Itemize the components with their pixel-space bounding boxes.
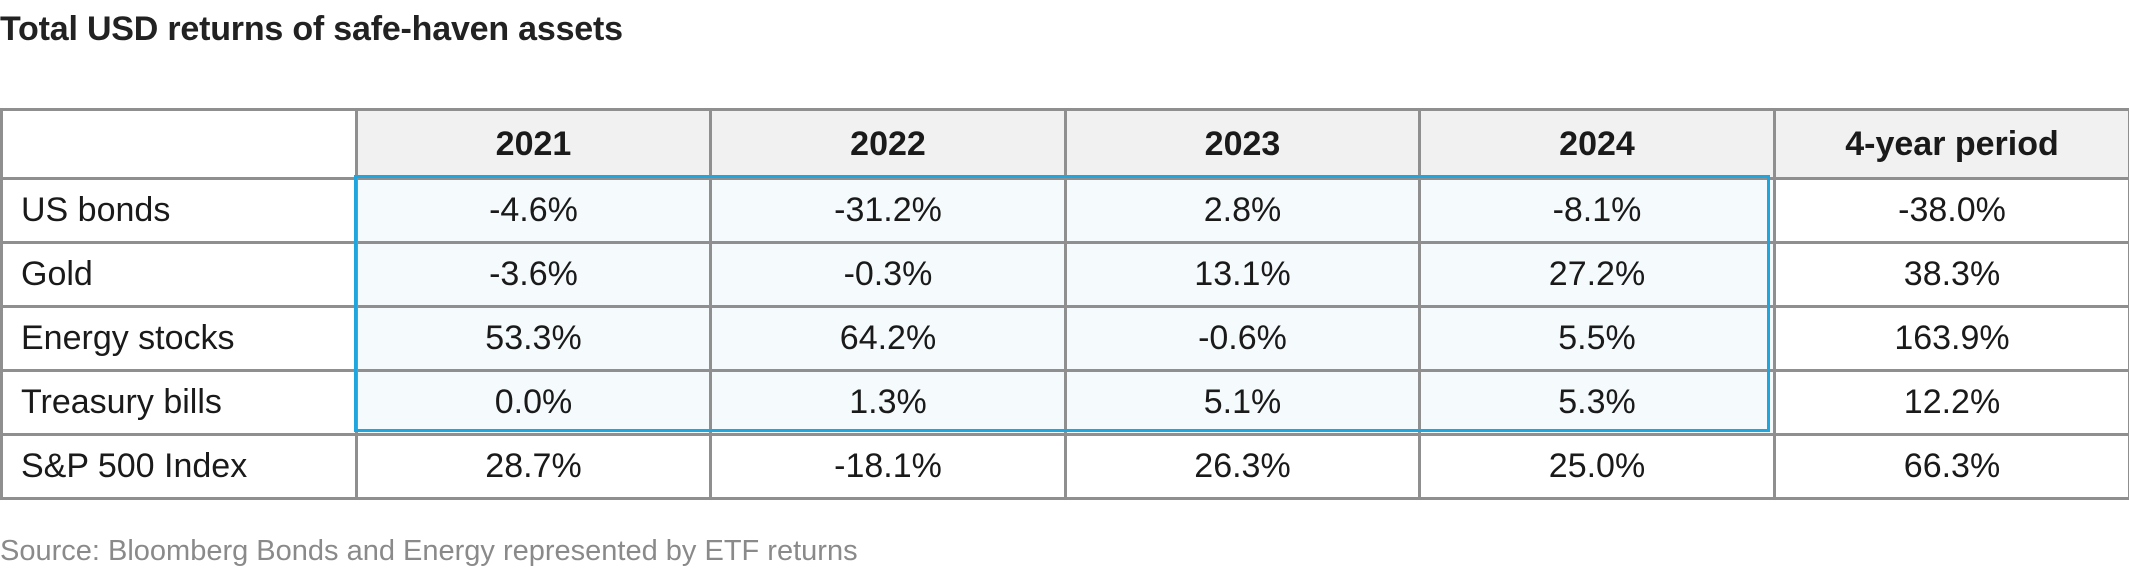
row-label: S&P 500 Index bbox=[0, 433, 358, 500]
table-row: Treasury bills 0.0% 1.3% 5.1% 5.3% 12.2% bbox=[0, 369, 2129, 436]
table-cell: -0.6% bbox=[1064, 305, 1421, 372]
table-cell: 163.9% bbox=[1773, 305, 2129, 372]
table-cell: 1.3% bbox=[709, 369, 1067, 436]
table-cell: 5.3% bbox=[1418, 369, 1776, 436]
table-cell: 25.0% bbox=[1418, 433, 1776, 500]
table-cell: 13.1% bbox=[1064, 241, 1421, 308]
table-cell: 27.2% bbox=[1418, 241, 1776, 308]
table-cell: -3.6% bbox=[355, 241, 712, 308]
returns-table-container: 2021 2022 2023 2024 4-year period US bon… bbox=[0, 108, 2129, 500]
table-cell: 26.3% bbox=[1064, 433, 1421, 500]
header-2023: 2023 bbox=[1064, 108, 1421, 180]
table-cell: 0.0% bbox=[355, 369, 712, 436]
table-cell: -18.1% bbox=[709, 433, 1067, 500]
returns-table: 2021 2022 2023 2024 4-year period US bon… bbox=[0, 108, 2129, 500]
table-cell: 64.2% bbox=[709, 305, 1067, 372]
row-label: Energy stocks bbox=[0, 305, 358, 372]
table-cell: 12.2% bbox=[1773, 369, 2129, 436]
header-4-year-period: 4-year period bbox=[1773, 108, 2129, 180]
row-label: US bonds bbox=[0, 177, 358, 244]
table-cell: 53.3% bbox=[355, 305, 712, 372]
chart-title: Total USD returns of safe-haven assets bbox=[0, 10, 623, 48]
header-2022: 2022 bbox=[709, 108, 1067, 180]
table-cell: -38.0% bbox=[1773, 177, 2129, 244]
table-cell: -4.6% bbox=[355, 177, 712, 244]
source-note: Source: Bloomberg Bonds and Energy repre… bbox=[0, 535, 858, 567]
table-cell: -31.2% bbox=[709, 177, 1067, 244]
header-row: 2021 2022 2023 2024 4-year period bbox=[0, 108, 2129, 180]
header-2024: 2024 bbox=[1418, 108, 1776, 180]
table-cell: 5.1% bbox=[1064, 369, 1421, 436]
table-row: Energy stocks 53.3% 64.2% -0.6% 5.5% 163… bbox=[0, 305, 2129, 372]
header-2021: 2021 bbox=[355, 108, 712, 180]
table-row: US bonds -4.6% -31.2% 2.8% -8.1% -38.0% bbox=[0, 177, 2129, 244]
row-label: Gold bbox=[0, 241, 358, 308]
table-row: S&P 500 Index 28.7% -18.1% 26.3% 25.0% 6… bbox=[0, 433, 2129, 500]
table-cell: -0.3% bbox=[709, 241, 1067, 308]
header-corner-cell bbox=[0, 108, 358, 180]
table-cell: 5.5% bbox=[1418, 305, 1776, 372]
table-cell: 66.3% bbox=[1773, 433, 2129, 500]
row-label: Treasury bills bbox=[0, 369, 358, 436]
table-cell: 38.3% bbox=[1773, 241, 2129, 308]
table-cell: -8.1% bbox=[1418, 177, 1776, 244]
table-row: Gold -3.6% -0.3% 13.1% 27.2% 38.3% bbox=[0, 241, 2129, 308]
table-cell: 28.7% bbox=[355, 433, 712, 500]
table-cell: 2.8% bbox=[1064, 177, 1421, 244]
